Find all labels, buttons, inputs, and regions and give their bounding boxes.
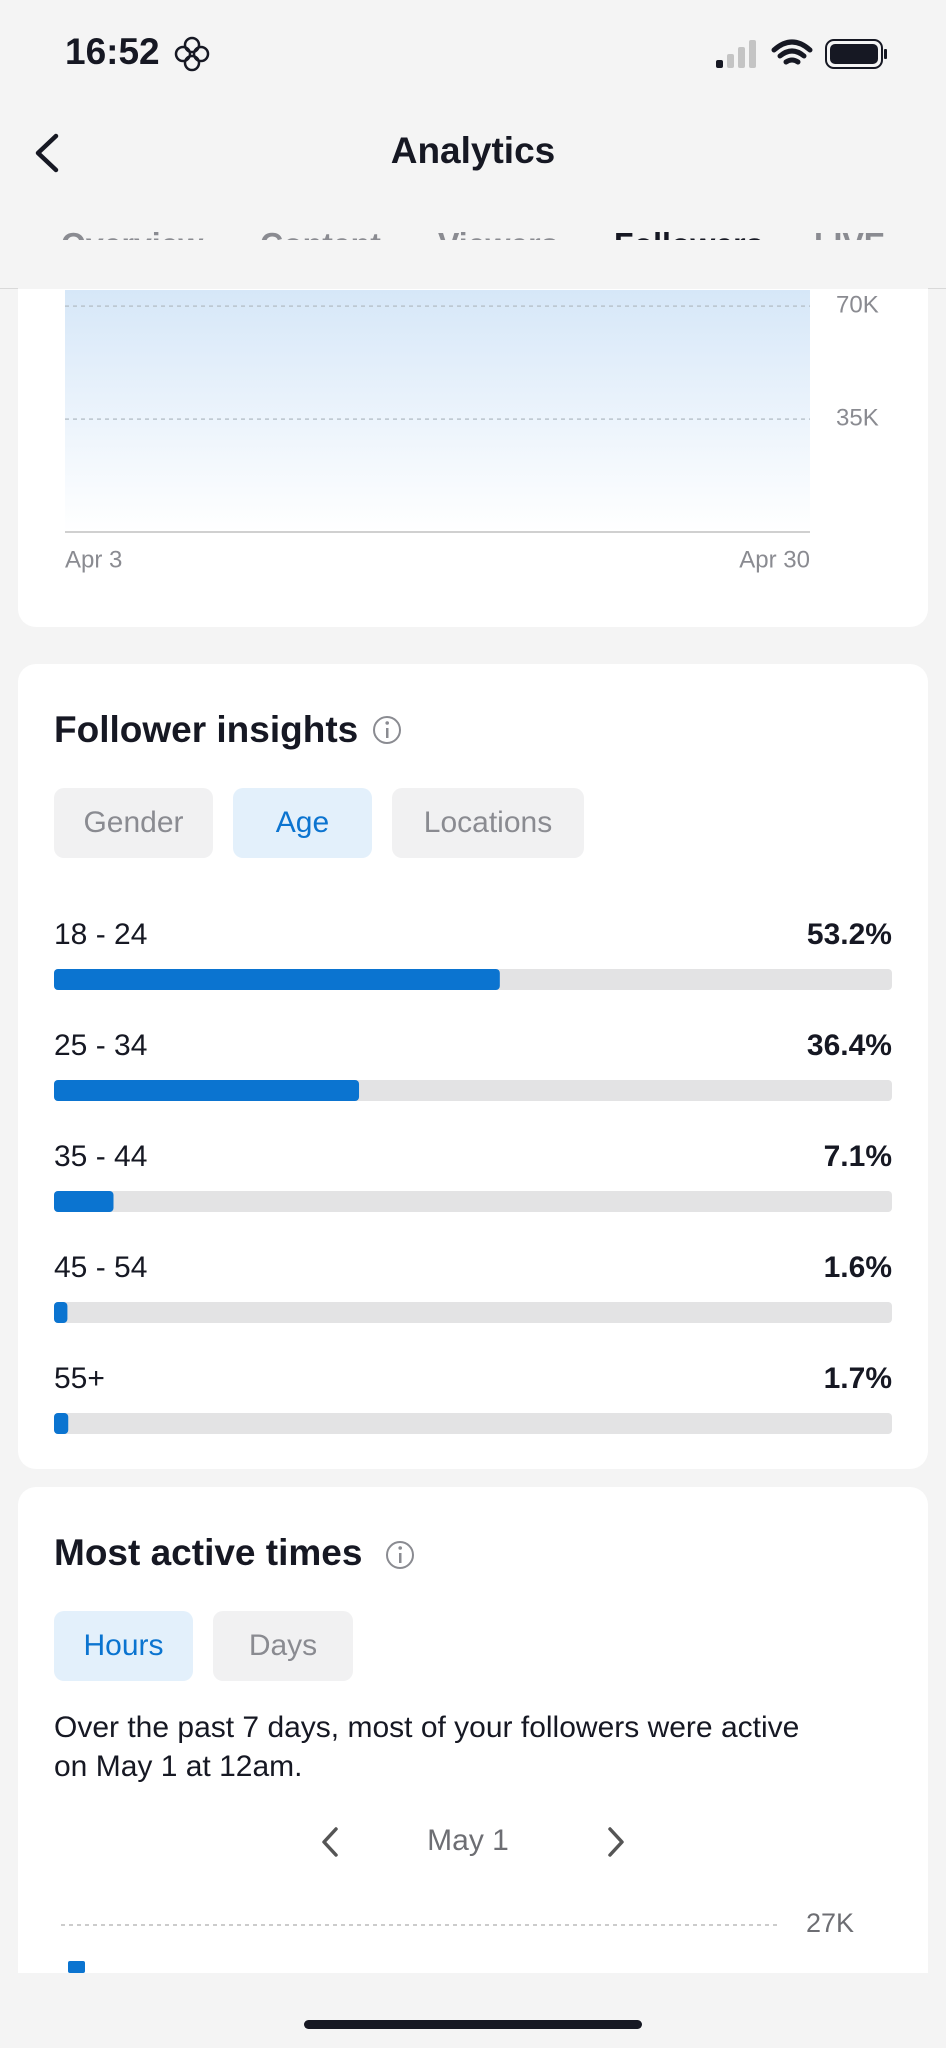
age-label: 35 - 44	[54, 1140, 147, 1173]
card	[18, 664, 928, 1469]
bar-track	[54, 1413, 892, 1434]
filter-pill[interactable]	[392, 788, 584, 858]
background	[18, 240, 928, 289]
x-tick-label: Apr 30	[739, 546, 810, 573]
bar	[54, 1191, 114, 1212]
filter-label[interactable]: Days	[249, 1629, 317, 1662]
area	[65, 290, 810, 532]
filter-label[interactable]: Locations	[424, 806, 552, 839]
percent-label: 36.4%	[807, 1029, 892, 1062]
status-icon	[174, 36, 210, 72]
percent-label: 53.2%	[807, 918, 892, 951]
bar-top	[68, 1961, 85, 1973]
info-icon[interactable]	[373, 716, 401, 744]
age-label: 55+	[54, 1362, 105, 1395]
filter-pill[interactable]	[233, 788, 372, 858]
x-tick-label: Apr 3	[65, 546, 122, 573]
bar	[54, 1413, 69, 1434]
page-title: Analytics	[391, 130, 556, 171]
signal	[716, 40, 756, 68]
next-button[interactable]	[608, 1827, 624, 1857]
x-axis	[65, 531, 810, 533]
age-label: 18 - 24	[54, 918, 147, 951]
prev-button[interactable]	[322, 1827, 338, 1857]
bar	[54, 1080, 360, 1101]
filter-label[interactable]: Hours	[83, 1629, 163, 1662]
filter-label[interactable]: Gender	[83, 806, 183, 839]
y-tick-label: 27K	[806, 1908, 854, 1938]
section-title: Most active times	[54, 1532, 362, 1573]
bar	[54, 969, 500, 990]
filter-pill[interactable]	[54, 1611, 193, 1681]
bar-track	[54, 1302, 892, 1323]
info-icon[interactable]	[386, 1541, 414, 1569]
bar	[54, 1302, 68, 1323]
percent-label: 7.1%	[824, 1140, 892, 1173]
y-tick-label: 35K	[836, 404, 879, 431]
summary-line: on May 1 at 12am.	[54, 1750, 302, 1783]
summary-line: Over the past 7 days, most of your follo…	[54, 1711, 799, 1744]
section-title: Follower insights	[54, 709, 358, 750]
filter-pill[interactable]	[213, 1611, 353, 1681]
back-button[interactable]	[35, 133, 59, 173]
date-label: May 1	[427, 1824, 509, 1857]
background	[0, 1973, 946, 2048]
filter-label[interactable]: Age	[276, 806, 329, 839]
filter-pill[interactable]	[54, 788, 213, 858]
percent-label: 1.6%	[824, 1251, 892, 1284]
age-label: 45 - 54	[54, 1251, 147, 1284]
battery	[825, 39, 887, 69]
y-tick-label: 70K	[836, 291, 879, 318]
time: 16:52	[65, 31, 160, 72]
bar-track	[54, 1191, 892, 1212]
home-indicator	[304, 2020, 642, 2029]
wifi	[771, 39, 813, 65]
age-label: 25 - 34	[54, 1029, 147, 1062]
percent-label: 1.7%	[824, 1362, 892, 1395]
